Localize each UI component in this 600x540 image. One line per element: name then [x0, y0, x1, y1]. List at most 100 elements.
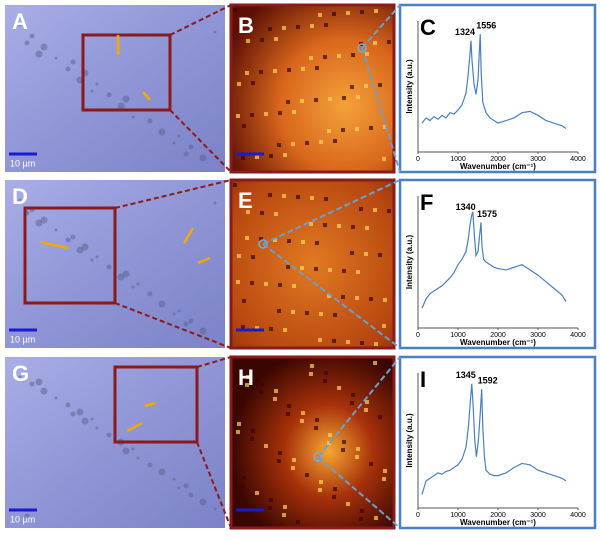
particle — [90, 258, 94, 262]
map-pixel — [233, 360, 237, 364]
particle — [172, 477, 176, 481]
map-pixel — [373, 208, 377, 212]
spot — [258, 239, 268, 249]
zoom-line — [114, 302, 232, 349]
peak-label: 1556 — [476, 20, 496, 30]
particle — [54, 396, 58, 400]
map-pixel — [251, 255, 255, 259]
map-pixel — [351, 225, 355, 229]
map-pixel — [369, 462, 373, 466]
particle — [18, 198, 22, 202]
particle — [40, 387, 48, 395]
particle — [213, 507, 217, 511]
map-pixel — [382, 324, 386, 328]
map-pixel — [287, 68, 291, 72]
map-pixel — [283, 328, 287, 332]
spot-line — [262, 179, 401, 245]
spectrum-panel — [398, 3, 597, 174]
particle — [172, 141, 176, 145]
particle — [183, 151, 189, 157]
panel-label: E — [238, 188, 253, 213]
map-pixel — [382, 477, 386, 481]
particle — [18, 375, 22, 379]
map-pixel — [382, 157, 386, 161]
map-pixel — [273, 397, 277, 401]
map-pixel — [277, 459, 281, 463]
spectrum-line — [421, 211, 567, 309]
x-axis-label: Wavenumber (cm⁻¹) — [460, 338, 536, 347]
spot-line — [317, 356, 401, 458]
map-pixel — [301, 411, 305, 415]
panel-label: B — [238, 13, 254, 38]
particle — [95, 255, 99, 259]
map-pixel — [259, 237, 263, 241]
map-pixel — [319, 312, 323, 316]
map-pixel — [319, 480, 323, 484]
map-pixel — [318, 488, 322, 492]
map-pixel — [351, 53, 355, 57]
map-pixel — [365, 226, 369, 230]
map-pixel — [283, 505, 287, 509]
map-pixel — [273, 69, 277, 73]
particle — [18, 23, 22, 27]
map-pixel — [233, 8, 237, 12]
map-pixel — [236, 430, 240, 434]
map-pixel — [364, 408, 368, 412]
particle — [117, 273, 125, 281]
map-pixel — [259, 390, 263, 394]
map-pixel — [341, 128, 345, 132]
peak-label: 1592 — [478, 376, 498, 386]
map-pixel — [264, 444, 268, 448]
map-pixel — [387, 40, 391, 44]
particle — [106, 432, 112, 438]
spectrum-panel — [398, 355, 597, 530]
map-pixel — [237, 82, 241, 86]
x-tick-label: 2000 — [490, 156, 506, 163]
map-pixel — [245, 71, 249, 75]
map-pixel — [259, 70, 263, 74]
panel-label: F — [420, 190, 433, 215]
x-axis-label: Wavenumber (cm⁻¹) — [460, 162, 536, 171]
map-pixel — [241, 156, 245, 160]
particle — [54, 56, 58, 60]
map-pixel — [245, 236, 249, 240]
map-pixel — [318, 338, 322, 342]
particle — [183, 483, 189, 489]
map-pixel — [242, 124, 246, 128]
particle — [76, 246, 84, 254]
panel-label: I — [420, 367, 426, 392]
particle — [122, 447, 130, 455]
y-axis-label: Intensity (a.u.) — [405, 235, 414, 290]
map-pixel — [342, 440, 346, 444]
spectrum-line — [421, 34, 567, 129]
map-pixel — [269, 327, 273, 331]
map-pixel — [350, 251, 354, 255]
map-pixel — [310, 364, 314, 368]
map-pixel — [292, 458, 296, 462]
map-pixel — [260, 211, 264, 215]
map-pixel — [305, 473, 309, 477]
map-pixel — [378, 83, 382, 87]
map-pixel — [346, 340, 350, 344]
particle — [90, 417, 94, 421]
map-pixel — [286, 100, 290, 104]
map-pixel — [268, 27, 272, 31]
panel-label: A — [12, 9, 28, 34]
map-pixel — [269, 154, 273, 158]
particle — [158, 300, 166, 308]
map-pixel — [383, 469, 387, 473]
map-pixel — [296, 25, 300, 29]
panel-label: H — [238, 365, 254, 390]
particle — [131, 447, 135, 451]
map-pixel — [378, 415, 382, 419]
map-pixel — [278, 451, 282, 455]
map-pixel — [337, 386, 341, 390]
map-pixel — [291, 142, 295, 146]
map-pixel — [296, 195, 300, 199]
map-pixel — [260, 38, 264, 42]
map-pixel — [287, 404, 291, 408]
map-pixel — [310, 24, 314, 28]
particle — [177, 134, 181, 138]
map-pixel — [365, 400, 369, 404]
panel-label: G — [12, 361, 29, 386]
